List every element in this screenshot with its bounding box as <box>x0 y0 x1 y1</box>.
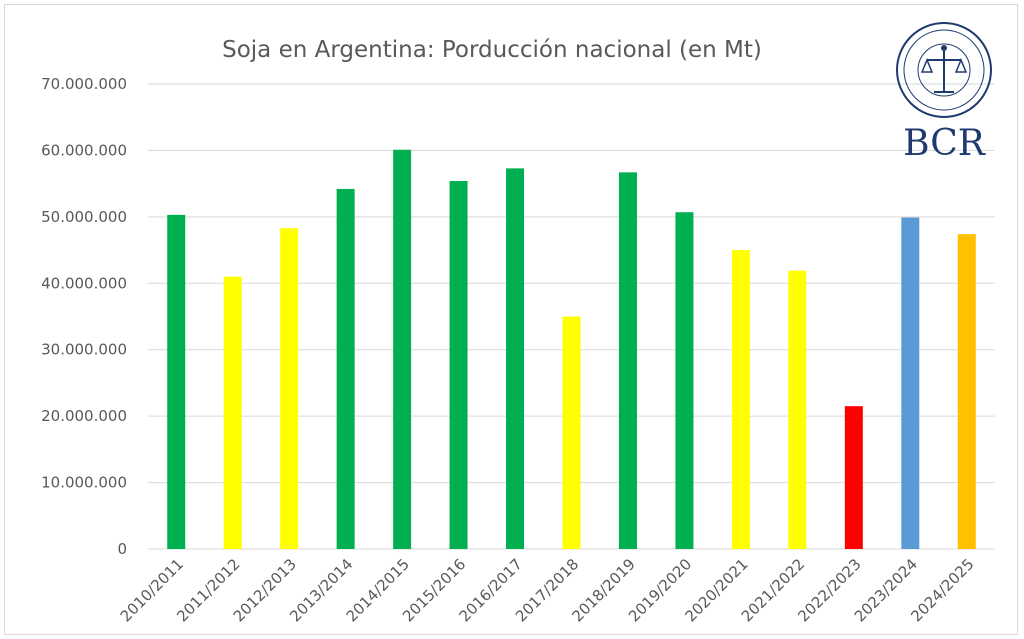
bar <box>844 406 863 549</box>
bcr-logo: BCR <box>896 22 992 164</box>
bar <box>901 217 920 549</box>
bar <box>506 168 525 549</box>
bar <box>223 276 242 549</box>
bar <box>788 270 807 549</box>
bar <box>449 180 468 549</box>
bcr-logo-text: BCR <box>903 123 986 164</box>
y-tick-label: 70.000.000 <box>41 75 127 93</box>
y-tick-label: 10.000.000 <box>41 474 127 492</box>
y-tick-label: 60.000.000 <box>41 141 127 159</box>
y-tick-label: 30.000.000 <box>41 341 127 359</box>
y-axis-ticks: 0 10.000.000 20.000.000 30.000.000 40.000.00… <box>41 75 127 558</box>
bar <box>731 250 750 550</box>
bar <box>336 188 355 549</box>
y-tick-label: 0 <box>117 540 127 558</box>
y-tick-label: 40.000.000 <box>41 274 127 292</box>
y-tick-label: 20.000.000 <box>41 407 127 425</box>
bar <box>675 212 694 549</box>
bar <box>957 234 976 549</box>
bar <box>167 214 186 549</box>
bar <box>393 149 412 549</box>
bar <box>280 228 299 549</box>
bar <box>562 316 581 549</box>
chart-title: Soja en Argentina: Porducción nacional (… <box>222 37 762 63</box>
x-axis-ticks: 2010/20112011/20122012/20132013/20142014… <box>117 555 978 625</box>
y-tick-label: 50.000.000 <box>41 208 127 226</box>
bcr-seal-icon <box>896 22 992 118</box>
bar <box>618 172 637 549</box>
bars <box>167 149 976 550</box>
